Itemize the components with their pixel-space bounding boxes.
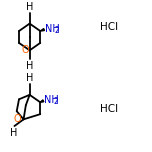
- Text: O: O: [21, 45, 29, 55]
- Text: NH: NH: [45, 24, 60, 34]
- Text: H: H: [10, 128, 17, 138]
- Polygon shape: [40, 100, 44, 102]
- Text: H: H: [26, 2, 33, 12]
- Text: H: H: [26, 61, 33, 71]
- Text: 2: 2: [54, 97, 58, 106]
- Text: H: H: [26, 73, 33, 83]
- Text: O: O: [13, 114, 21, 124]
- Polygon shape: [40, 29, 45, 31]
- Text: 2: 2: [54, 26, 59, 35]
- Text: NH: NH: [44, 95, 59, 105]
- Text: HCl: HCl: [100, 104, 119, 114]
- Text: HCl: HCl: [100, 22, 119, 32]
